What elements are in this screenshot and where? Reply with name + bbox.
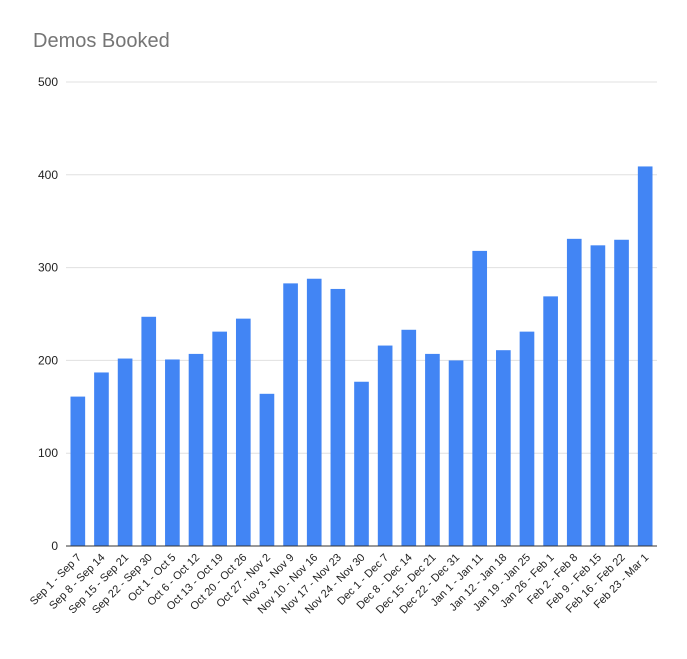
bar [448,360,464,546]
bar [519,331,535,546]
bar [614,239,629,546]
bar [165,359,180,546]
bar [425,353,440,546]
bar [566,238,582,546]
y-tick-label: 0 [51,539,58,553]
bar [472,250,488,546]
bar [283,283,298,546]
bar [637,166,653,546]
chart-title: Demos Booked [33,30,170,52]
bar [306,278,322,546]
bar [141,316,157,546]
bar [70,396,86,546]
bar [235,318,251,546]
y-tick-label: 100 [38,446,58,460]
bar [330,288,346,546]
y-tick-label: 300 [38,261,58,275]
y-tick-label: 500 [38,75,58,89]
bar [496,350,511,546]
bar [94,372,109,546]
y-tick-label: 200 [38,353,58,367]
bar [188,353,204,546]
bar [117,358,133,546]
bar [377,345,393,546]
bar [212,331,227,546]
bar [401,329,417,546]
bar [543,296,558,546]
bar [590,245,606,546]
bar [354,381,369,546]
y-tick-label: 400 [38,168,58,182]
bar [259,393,275,546]
